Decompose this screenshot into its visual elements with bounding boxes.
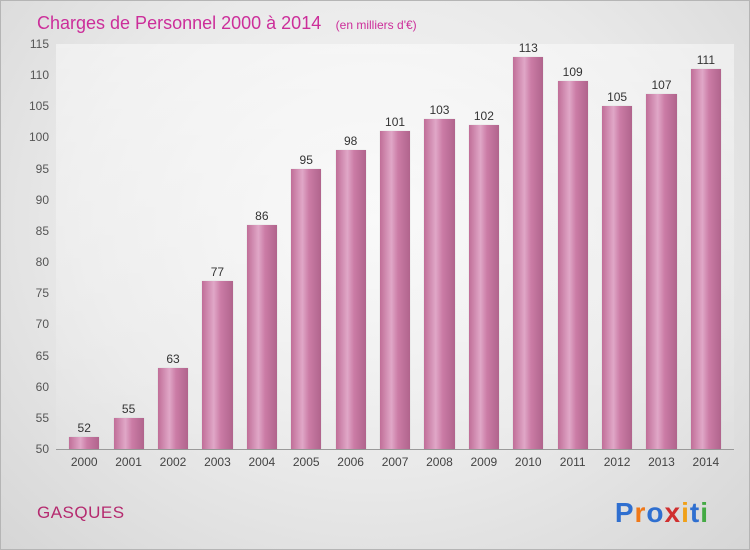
bar — [113, 417, 144, 449]
bar — [69, 436, 100, 449]
y-tick-label: 75 — [35, 286, 49, 301]
x-tick-label: 2007 — [381, 455, 409, 469]
bar-slot: 55 — [106, 402, 150, 449]
y-tick-label: 110 — [29, 68, 49, 83]
bar — [157, 368, 189, 449]
company-name: GASQUES — [37, 503, 125, 522]
bar — [246, 224, 277, 449]
x-tick-label: 2011 — [559, 455, 586, 469]
y-tick-label: 95 — [35, 161, 49, 176]
x-tick-label: 2005 — [292, 455, 320, 469]
bar-value-label: 86 — [255, 208, 269, 223]
bar-slot: 86 — [240, 209, 284, 449]
bar — [601, 106, 633, 449]
chart-title: Charges de Personnel 2000 à 2014 — [37, 13, 322, 33]
bar — [291, 168, 322, 449]
bar-slot: 109 — [550, 65, 594, 449]
bar-chart: 115 110 105 100 95 90 85 80 75 70 65 60 55 50 52 55 63 7… — [29, 37, 734, 456]
x-tick-label: 2000 — [70, 455, 98, 469]
y-tick-label: 115 — [29, 37, 49, 51]
plot-area: 52 55 63 77 86 95 98 101 103 102 113 109 105 107 111 — [56, 40, 734, 450]
bar — [335, 149, 366, 449]
bar — [646, 93, 677, 449]
x-tick-label: 2013 — [648, 455, 675, 469]
y-tick-label: 55 — [35, 410, 49, 425]
bar — [557, 81, 588, 449]
x-tick-label: 2006 — [337, 455, 364, 469]
bar-value-label: 101 — [385, 115, 406, 130]
x-tick-label: 2001 — [115, 455, 142, 469]
bar-value-label: 63 — [166, 352, 180, 366]
bar-value-label: 111 — [696, 52, 716, 67]
proxiti-logo: Proxiti — [615, 497, 709, 529]
y-tick-label: 85 — [35, 223, 49, 238]
logo-letter: P — [614, 497, 635, 528]
bar-slot: 107 — [639, 78, 683, 449]
x-tick-label: 2004 — [248, 455, 276, 469]
bar-slot: 111 — [684, 53, 728, 449]
bar-value-label: 107 — [651, 77, 672, 92]
bar — [202, 280, 233, 449]
bar-value-label: 98 — [343, 133, 358, 148]
bar-value-label: 102 — [473, 109, 494, 123]
logo-letter: o — [646, 497, 665, 528]
bar-value-label: 77 — [210, 264, 225, 279]
bar — [690, 68, 721, 449]
y-tick-label: 70 — [35, 317, 49, 332]
bar-value-label: 103 — [429, 102, 450, 117]
bar — [468, 125, 499, 449]
chart-header: Charges de Personnel 2000 à 2014 (en mil… — [1, 1, 749, 34]
x-tick-label: 2008 — [426, 455, 453, 469]
bar — [424, 118, 455, 449]
bar-slot: 101 — [373, 115, 417, 449]
x-axis: 2000 2001 2002 2003 2004 2005 2006 2007 2008 2009… — [56, 455, 734, 469]
x-tick-label: 2002 — [159, 455, 187, 469]
logo-letter: r — [634, 497, 647, 528]
bar — [379, 131, 411, 449]
y-tick-label: 50 — [35, 442, 49, 456]
x-tick-label: 2014 — [692, 455, 720, 469]
x-tick-label: 2012 — [603, 455, 631, 469]
bar-slot: 52 — [62, 420, 106, 449]
y-axis: 115 110 105 100 95 90 85 80 75 70 65 60 55 50 — [9, 37, 49, 456]
bar-value-label: 113 — [518, 40, 538, 55]
bar-slot: 103 — [417, 103, 461, 449]
bar-value-label: 55 — [121, 401, 136, 416]
bar — [513, 56, 544, 449]
bar-value-label: 105 — [607, 90, 628, 105]
bar-slot: 102 — [462, 109, 506, 449]
y-tick-label: 80 — [35, 255, 49, 270]
bar-value-label: 109 — [562, 65, 583, 80]
bar-slot: 105 — [595, 90, 639, 449]
bar-slot: 98 — [328, 134, 372, 449]
logo-letter: t — [689, 497, 701, 528]
bar-slot: 95 — [284, 153, 328, 449]
x-tick-label: 2003 — [204, 455, 231, 469]
bar-slot: 113 — [506, 40, 550, 449]
x-tick-label: 2009 — [470, 455, 498, 469]
y-tick-label: 100 — [28, 130, 49, 145]
y-tick-label: 105 — [28, 99, 49, 114]
bar-slot: 63 — [151, 352, 195, 449]
y-tick-label: 90 — [35, 192, 49, 207]
logo-letter: i — [681, 497, 690, 528]
logo-letter: x — [664, 497, 682, 528]
bar-value-label: 95 — [299, 152, 313, 167]
chart-subtitle: (en milliers d'€) — [335, 18, 417, 32]
y-tick-label: 60 — [35, 379, 49, 394]
x-tick-label: 2010 — [514, 455, 542, 469]
y-tick-label: 65 — [35, 348, 49, 363]
bar-value-label: 52 — [77, 420, 91, 435]
chart-footer: GASQUES Proxiti — [37, 497, 709, 529]
bar-slot: 77 — [195, 265, 239, 449]
logo-letter: i — [700, 497, 709, 528]
